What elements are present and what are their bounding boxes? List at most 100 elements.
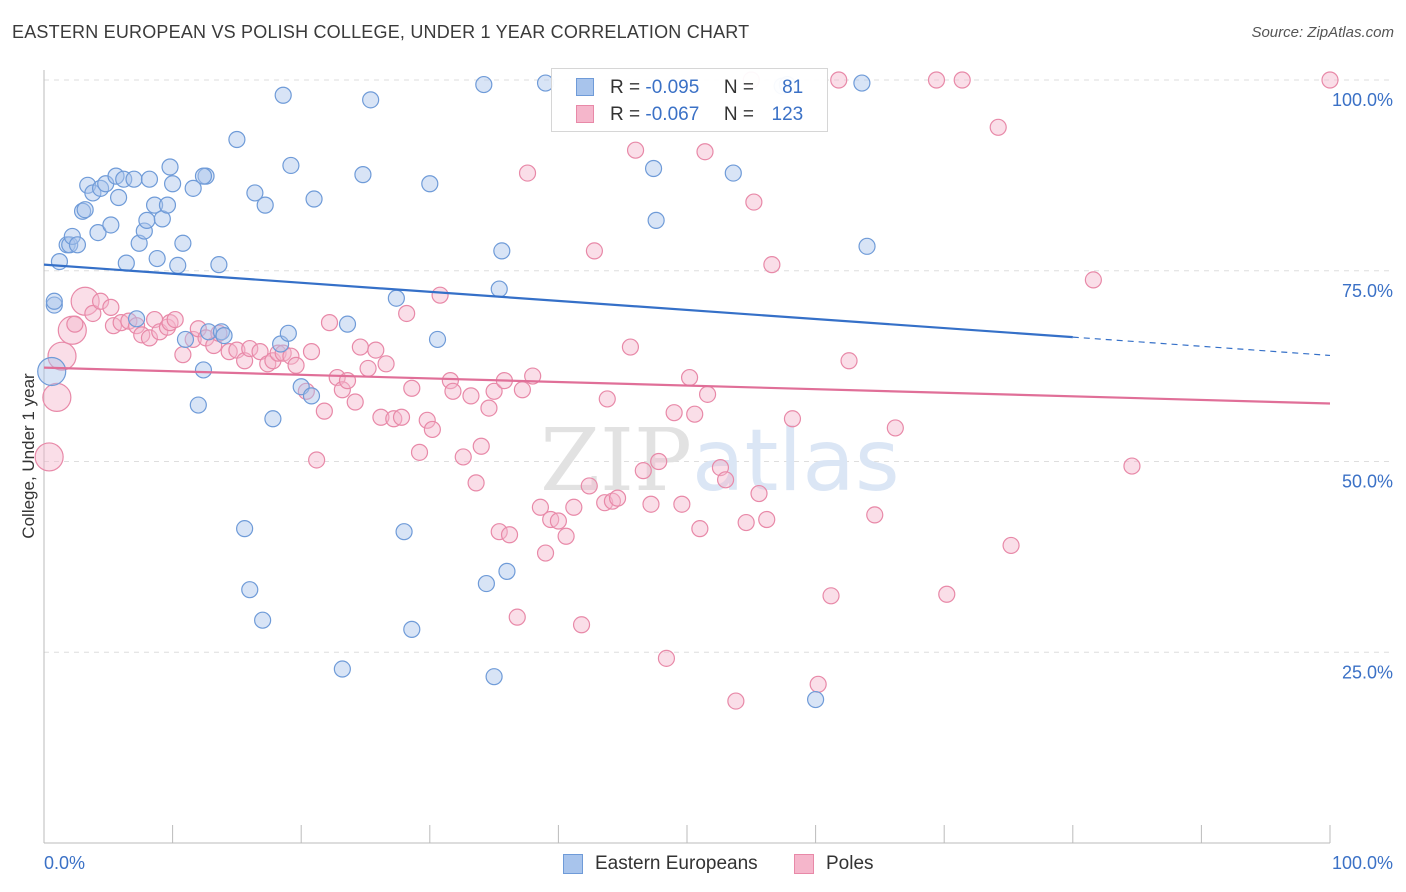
poles-point [297,382,315,400]
bottom-legend-swatch-pink [794,854,814,874]
eastern-european-point [254,611,272,629]
poles-point [444,382,462,400]
eastern-european-point [274,86,292,104]
eastern-european-point [158,196,177,214]
poles-point [462,387,480,405]
poles-point [302,343,321,361]
eastern-european-point [395,523,413,541]
poles-point [508,608,526,626]
poles-point [783,410,802,428]
poles-point [66,315,84,333]
eastern-european-point [91,179,110,197]
poles-point [282,347,300,365]
poles-point [410,443,429,461]
poles-point [686,405,704,423]
poles-point [1084,271,1102,289]
eastern-european-point [45,292,63,310]
eastern-european-point [305,190,323,208]
poles-point [565,498,583,516]
eastern-european-point [210,256,228,274]
poles-trendline [43,366,1331,405]
poles-point [392,408,411,426]
eastern-european-point [354,166,372,184]
eastern-european-point [174,234,192,252]
eastern-european-point [282,156,300,175]
eastern-european-point [279,324,297,342]
eastern-european-point [125,170,143,188]
eastern-european-point [421,175,439,193]
legend-n-value: 81 [782,77,804,98]
eastern-european-point [176,330,195,349]
poles-point [634,462,652,480]
bottom-legend-label: Eastern Europeans [595,853,758,874]
eastern-european-point [362,91,380,109]
poles-point [1321,71,1339,89]
poles-point [696,143,714,161]
eastern-european-point [161,158,179,176]
poles-point [403,379,421,397]
eastern-european-point [117,254,135,272]
eastern-european-point [148,249,166,268]
eastern-european-point [189,396,207,414]
eastern-european-point [256,196,274,214]
poles-point [698,385,717,403]
poles-point [166,310,184,329]
eastern-european-point [127,310,146,328]
poles-point [886,419,904,437]
poles-point [1002,536,1020,555]
poles-point [989,118,1007,136]
poles-point [346,393,364,411]
eastern-european-point [724,164,742,182]
poles-point [716,471,735,489]
eastern-european-point [102,216,120,234]
eastern-european-point [184,179,202,197]
poles-point [47,341,77,371]
eastern-european-point [403,620,421,638]
poles-point [42,382,72,413]
poles-point [372,408,390,426]
poles-point [127,317,146,335]
eastern-european-point [853,74,871,92]
poles-point [673,495,691,513]
poles-point [585,242,604,260]
eastern-european-point [647,211,665,229]
poles-point [467,474,485,492]
poles-point [621,338,640,356]
eastern-european-point [338,315,357,333]
poles-point [822,587,840,605]
poles-point [454,448,472,466]
poles-point [359,359,377,378]
eastern-european-point [477,574,495,593]
poles-point [367,341,385,359]
poles-point [549,512,568,530]
poles-point [727,692,745,710]
eastern-european-point [76,201,94,219]
eastern-european-point [428,330,447,349]
poles-point [490,523,508,541]
legend-r-label: R = [610,104,641,125]
poles-point [259,355,277,373]
poles-point [572,616,591,634]
eastern-european-point [45,296,63,314]
poles-point [650,452,668,471]
legend-swatch-pink [576,105,594,123]
eastern-european-trendline [43,263,1073,339]
poles-point [472,437,490,455]
bottom-legend-label: Poles [826,853,874,874]
poles-point [953,71,971,89]
poles-point [500,526,519,544]
eastern-european-point [194,361,213,379]
eastern-european-point [858,237,876,255]
y-axis-label: College, Under 1 year [19,373,38,539]
eastern-european-point [485,668,503,686]
poles-point [84,304,102,323]
poles-point [642,495,660,513]
y-tick-label: 100.0% [1332,90,1393,110]
eastern-european-trendline-extension [1072,336,1331,357]
poles-point [308,451,326,469]
poles-point [91,292,110,310]
poles-point [377,355,395,373]
eastern-european-point [164,175,182,193]
source-label: Source: ZipAtlas.com [1251,24,1394,41]
